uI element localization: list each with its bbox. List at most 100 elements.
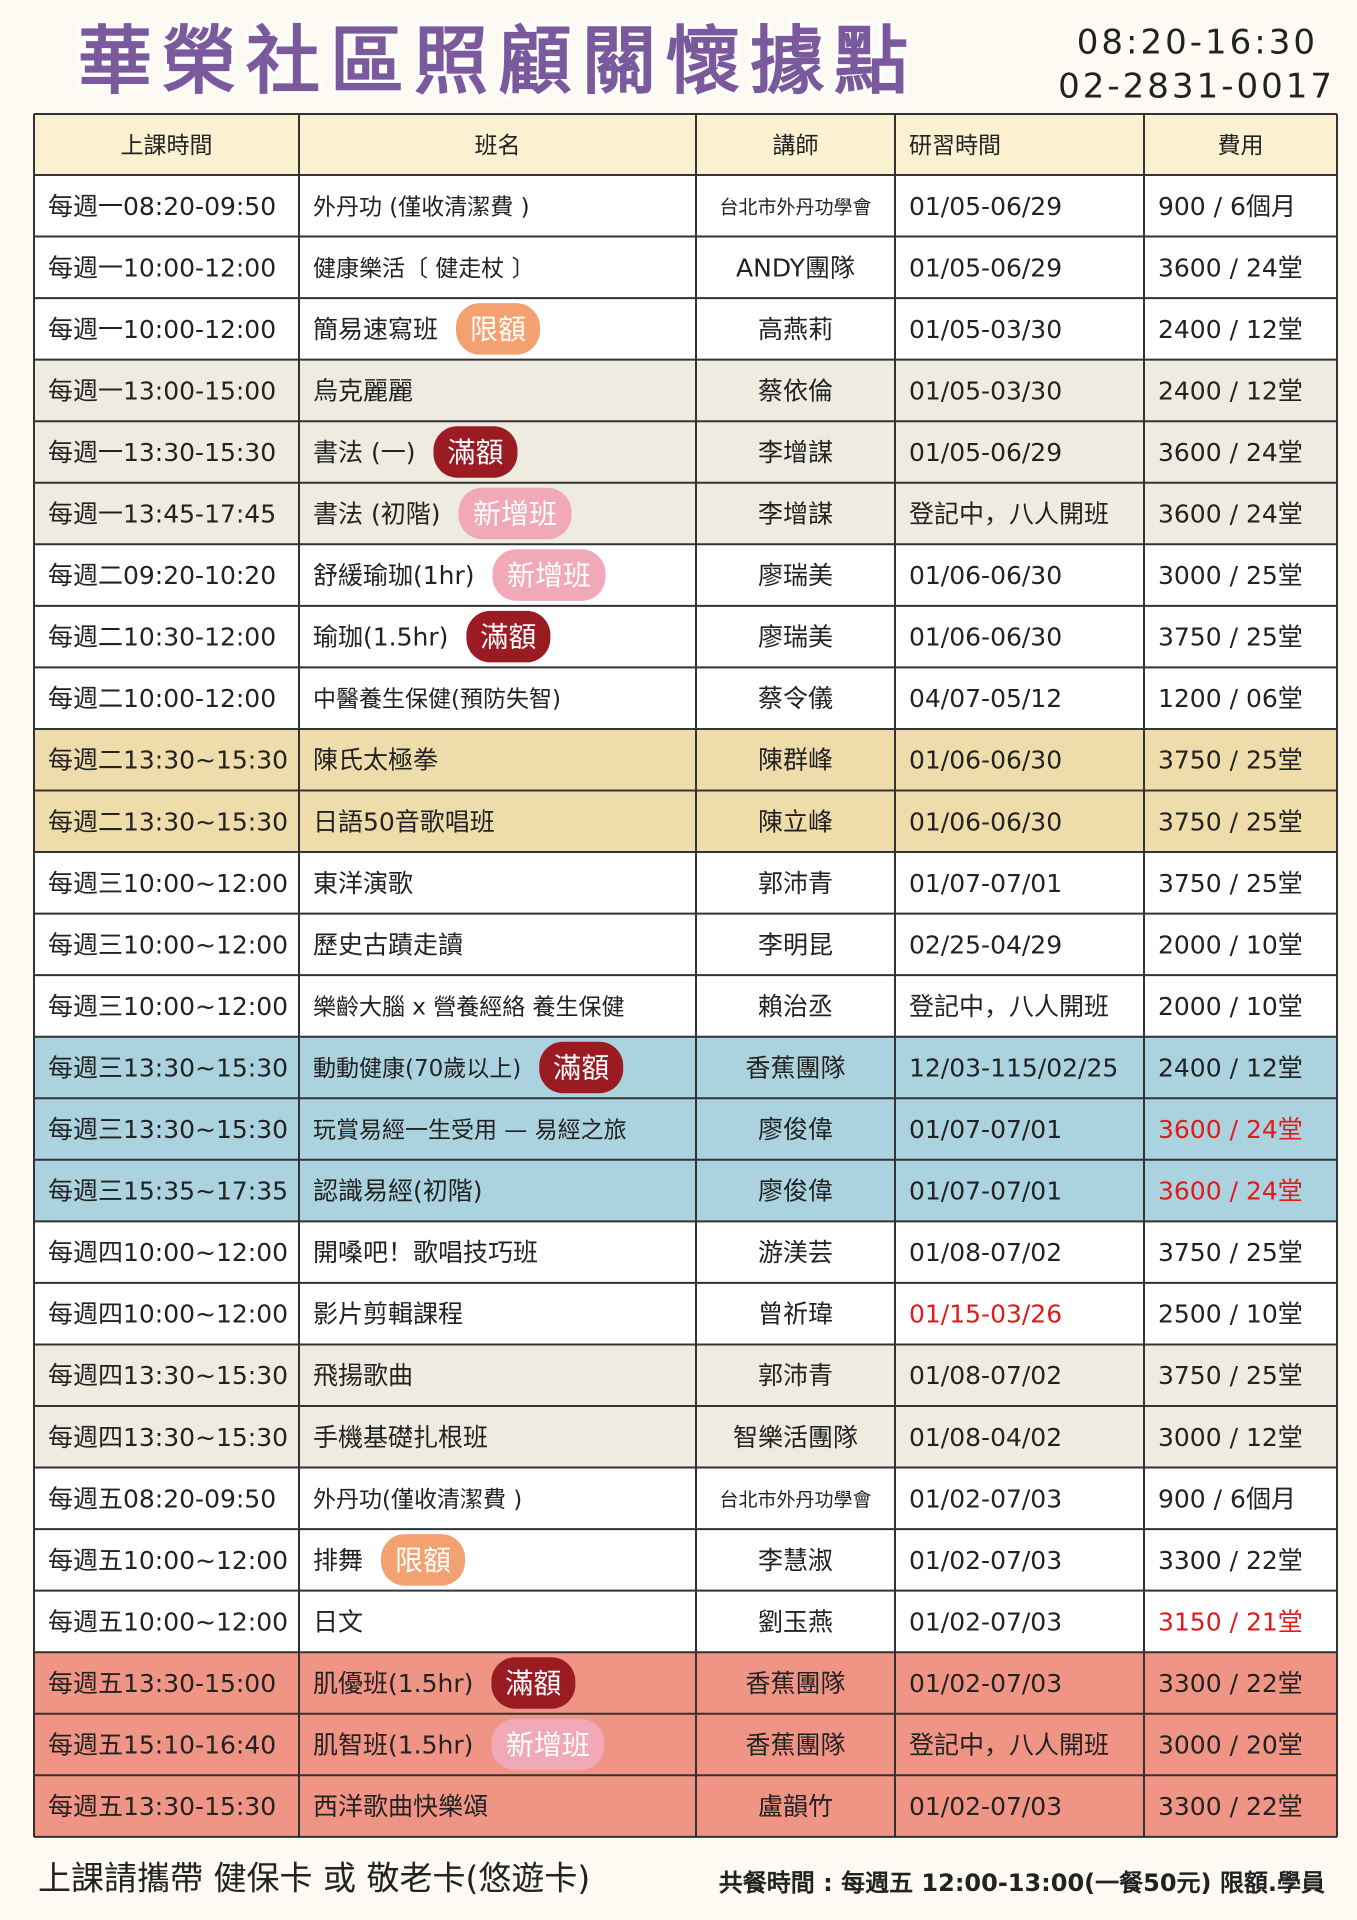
table-cell: 3300 / 22堂 xyxy=(1158,1546,1303,1575)
table-cell: 2000 / 10堂 xyxy=(1158,930,1303,959)
table-cell: 台北市外丹功學會 xyxy=(719,196,871,218)
table-cell: 廖瑞美 xyxy=(758,561,833,590)
table-cell: 每週一10:00-12:00 xyxy=(48,253,276,282)
table-cell: 西洋歌曲快樂頌 xyxy=(313,1792,488,1821)
table-cell: 書法 (初階) xyxy=(313,500,440,529)
table-row xyxy=(34,1467,1337,1530)
table-cell: 每週四10:00~12:00 xyxy=(48,1300,288,1329)
table-cell: 2400 / 12堂 xyxy=(1158,376,1303,405)
table-cell: 烏克麗麗 xyxy=(313,376,413,405)
table-cell: 01/02-07/03 xyxy=(909,1669,1062,1698)
table-cell: 3300 / 22堂 xyxy=(1158,1669,1303,1698)
table-cell: 3600 / 24堂 xyxy=(1158,1115,1303,1144)
table-cell: 04/07-05/12 xyxy=(909,684,1062,713)
table-cell: 每週三10:00~12:00 xyxy=(48,992,288,1021)
table-cell: 陳立峰 xyxy=(758,807,833,836)
table-row xyxy=(34,421,1337,483)
table-cell: 香蕉團隊 xyxy=(745,1669,845,1698)
table-cell: 01/15-03/26 xyxy=(909,1300,1062,1329)
table-cell: 郭沛青 xyxy=(758,1361,833,1390)
header-cell: 班名 xyxy=(475,133,521,159)
table-cell: 每週二13:30~15:30 xyxy=(48,746,288,775)
table-cell: 每週五13:30-15:00 xyxy=(48,1669,276,1698)
table-cell: 每週五15:10-16:40 xyxy=(48,1731,276,1760)
table-cell: 900 / 6個月 xyxy=(1158,192,1296,221)
table-cell: 日語50音歌唱班 xyxy=(313,807,495,836)
table-cell: 每週五10:00~12:00 xyxy=(48,1546,288,1575)
table-cell: 李增謀 xyxy=(758,500,833,529)
table-cell: 3000 / 12堂 xyxy=(1158,1423,1303,1452)
badge-label: 限額 xyxy=(470,313,526,346)
table-row xyxy=(34,790,1337,853)
table-cell: 01/06-06/30 xyxy=(909,561,1062,590)
table-cell: 影片剪輯課程 xyxy=(313,1300,463,1329)
badge-label: 限額 xyxy=(395,1544,451,1577)
badge xyxy=(539,1041,624,1094)
table-cell: 曾祈瑋 xyxy=(758,1300,833,1329)
table-cell: 01/02-07/03 xyxy=(909,1546,1062,1575)
table-cell: 01/02-07/03 xyxy=(909,1484,1062,1513)
table-cell: 每週五10:00~12:00 xyxy=(48,1607,288,1636)
table-cell: 廖俊偉 xyxy=(758,1115,833,1144)
badge xyxy=(456,303,541,355)
table-cell: 外丹功 (僅收清潔費 ) xyxy=(313,194,530,220)
table-cell: 3150 / 21堂 xyxy=(1158,1607,1303,1636)
badge-label: 新增班 xyxy=(473,498,557,531)
table-cell: 劉玉燕 xyxy=(758,1607,833,1636)
table-row xyxy=(34,1406,1337,1468)
table-cell: 01/05-06/29 xyxy=(909,438,1062,467)
table-cell: 3600 / 24堂 xyxy=(1158,500,1303,529)
table-cell: 3600 / 24堂 xyxy=(1158,438,1303,467)
table-row xyxy=(34,1098,1337,1160)
badge xyxy=(492,549,606,601)
table-cell: 賴治丞 xyxy=(758,992,833,1021)
table-row xyxy=(34,1590,1337,1653)
table-cell: 登記中，八人開班 xyxy=(909,1731,1109,1760)
table-cell: 盧韻竹 xyxy=(758,1792,833,1821)
table-row xyxy=(34,1221,1337,1283)
phone: 02-2831-0017 xyxy=(1058,67,1335,107)
table-row xyxy=(34,298,1337,360)
table-cell: 3750 / 25堂 xyxy=(1158,1361,1303,1390)
table-row xyxy=(34,236,1337,299)
table-cell: 游渼芸 xyxy=(758,1238,833,1267)
table-cell: 01/08-07/02 xyxy=(909,1361,1062,1390)
hours: 08:20-16:30 xyxy=(1077,23,1318,63)
footer-note: 上課請攜帶 健保卡 或 敬老卡(悠遊卡) xyxy=(38,1859,590,1898)
table-row xyxy=(34,1344,1337,1406)
table-cell: 01/08-04/02 xyxy=(909,1423,1062,1452)
table-cell: 肌智班(1.5hr) xyxy=(313,1731,473,1760)
table-cell: 高燕莉 xyxy=(758,315,833,344)
table-cell: 2000 / 10堂 xyxy=(1158,992,1303,1021)
table-cell: 每週一13:45-17:45 xyxy=(48,500,276,529)
table-cell: 中醫養生保健(預防失智) xyxy=(313,687,561,713)
table-row xyxy=(34,852,1337,914)
table-row xyxy=(34,667,1337,729)
table-cell: 每週一13:00-15:00 xyxy=(48,376,276,405)
table-cell: 3750 / 25堂 xyxy=(1158,746,1303,775)
table-cell: 每週二13:30~15:30 xyxy=(48,807,288,836)
table-cell: 每週一13:30-15:30 xyxy=(48,438,276,467)
table-cell: 智樂活團隊 xyxy=(733,1423,858,1452)
table-row xyxy=(34,1652,1337,1714)
table-cell: 01/08-07/02 xyxy=(909,1238,1062,1267)
table-cell: 外丹功(僅收清潔費 ) xyxy=(313,1487,522,1513)
table-cell: 2400 / 12堂 xyxy=(1158,315,1303,344)
table-cell: 每週二10:00-12:00 xyxy=(48,684,276,713)
badge-label: 滿額 xyxy=(480,621,536,654)
header-cell: 費用 xyxy=(1218,133,1264,159)
table-cell: 3000 / 20堂 xyxy=(1158,1731,1303,1760)
badge-label: 新增班 xyxy=(506,1729,590,1762)
table-cell: 每週五13:30-15:30 xyxy=(48,1792,276,1821)
table-cell: 認識易經(初階) xyxy=(313,1177,483,1206)
table-cell: 健康樂活〔 健走杖 〕 xyxy=(313,256,535,282)
table-cell: 每週四10:00~12:00 xyxy=(48,1238,288,1267)
table-cell: 01/07-07/01 xyxy=(909,869,1062,898)
header-row xyxy=(34,114,1337,175)
table-cell: 登記中，八人開班 xyxy=(909,500,1109,529)
table-cell: 每週二09:20-10:20 xyxy=(48,561,276,590)
table-cell: 香蕉團隊 xyxy=(745,1053,845,1082)
table-cell: 舒緩瑜珈(1hr) xyxy=(313,561,475,590)
table-cell: 書法 (一) xyxy=(313,438,415,467)
